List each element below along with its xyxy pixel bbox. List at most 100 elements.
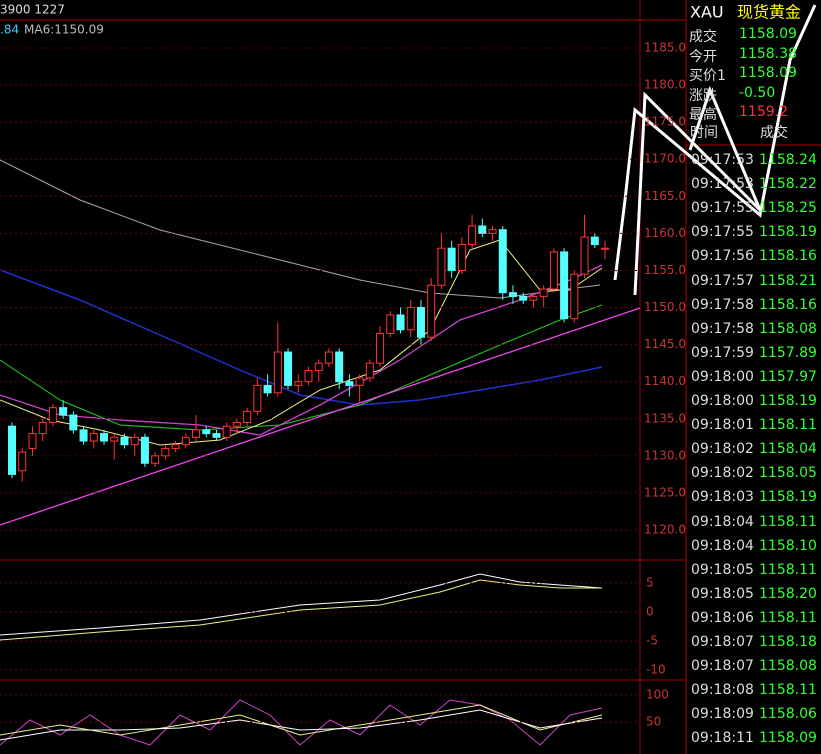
y-tick-label: 5: [646, 576, 654, 590]
cell: 09:18:00: [691, 393, 754, 409]
candle-body: [212, 433, 221, 438]
cell: 1158.11: [759, 682, 817, 699]
col-header: 时间: [690, 125, 718, 141]
y-tick-label: 50: [646, 715, 661, 729]
candle-body: [120, 436, 129, 446]
candle-body: [529, 295, 538, 301]
candle-body: [508, 292, 517, 297]
cell: 1158.22: [759, 176, 817, 193]
candle-body: [580, 236, 589, 275]
cell: 1159.2: [739, 104, 788, 120]
candle-body: [253, 384, 262, 412]
candle-body: [396, 314, 405, 331]
candle-body: [151, 455, 160, 464]
candle-body: [335, 351, 344, 383]
cell: 涨跌: [689, 87, 717, 104]
cell: 1158.10: [759, 537, 817, 554]
candle-body: [365, 362, 374, 379]
y-tick-label: 1145.0: [644, 337, 686, 351]
y-tick-label: 1125.0: [644, 485, 686, 499]
y-tick-label: 1175.0: [644, 115, 686, 129]
candle-body: [38, 421, 47, 435]
candle-body: [406, 307, 415, 331]
trend-line: [0, 307, 641, 526]
tick-row: 09:17:58 1158.08: [687, 319, 821, 342]
cell: 09:17:59: [691, 344, 754, 361]
symbol-name: 现货黄金: [737, 3, 801, 22]
cell: 1158.11: [759, 609, 817, 626]
candle-body: [416, 307, 425, 338]
cell: 1158.11: [759, 513, 817, 530]
cell: 09:18:02: [691, 465, 754, 482]
cell: 09:18:08: [691, 682, 754, 699]
y-tick-label: 1135.0: [644, 411, 686, 425]
tick-row: 09:18:00 1158.19: [687, 391, 821, 414]
cell: 09:18:05: [691, 561, 754, 578]
annotation-arrow: [633, 85, 762, 296]
tick-row: 09:17:57 1158.21: [687, 271, 821, 294]
y-tick-label: -5: [646, 634, 658, 648]
tick-row: 09:18:05 1158.20: [687, 584, 821, 607]
cell: 09:17:58: [691, 320, 754, 337]
cell: 1158.19: [759, 224, 817, 241]
quote-row: 涨跌 -0.50: [687, 83, 821, 106]
cell: 1158.24: [759, 152, 817, 168]
cell: 1158.20: [759, 585, 817, 602]
y-tick-label: 100: [646, 688, 669, 702]
cell: 1158.16: [759, 296, 817, 313]
candle-body: [314, 362, 323, 372]
cell: 09:18:04: [691, 513, 754, 530]
candle-body: [89, 433, 98, 442]
cell: 1158.25: [759, 200, 817, 217]
indicator-line: [0, 579, 602, 641]
quote-row: 成交 1158.09: [687, 24, 821, 47]
cell: 09:18:07: [691, 634, 754, 650]
candle-body: [263, 384, 272, 394]
candle-body: [560, 251, 569, 320]
candle-body: [130, 436, 139, 446]
candle-body: [427, 284, 436, 338]
cell: 09:18:06: [691, 609, 754, 626]
tick-row: 09:18:02 1158.04: [687, 439, 821, 462]
cell: 1158.09: [739, 26, 797, 42]
cell: 1158.11: [759, 417, 817, 434]
y-tick-label: 1150.0: [644, 300, 686, 314]
candle-body: [386, 314, 395, 334]
cell: 1158.11: [759, 561, 817, 578]
y-tick-label: -10: [646, 663, 666, 677]
candle-body: [100, 433, 109, 442]
cell: 09:18:07: [691, 658, 754, 675]
cell: 09:18:09: [691, 706, 754, 723]
cell: 1158.38: [739, 45, 797, 62]
candle-body: [498, 229, 507, 294]
indicator-line: [0, 704, 603, 736]
candle-body: [590, 236, 599, 246]
tick-row: 09:18:08 1158.11: [687, 680, 821, 703]
cell: 09:17:55: [691, 224, 754, 241]
y-tick-label: 1155.0: [644, 263, 686, 277]
candle-body: [161, 447, 170, 457]
y-tick-label: 1160.0: [644, 226, 686, 240]
quote-row: 买价1 1158.09: [687, 63, 821, 86]
y-tick-label: 1130.0: [644, 448, 686, 462]
tick-row: 09:18:00 1157.97: [687, 367, 821, 390]
candle-body: [549, 251, 558, 290]
cell: 1158.05: [759, 465, 817, 482]
col-header: 成交: [760, 124, 788, 141]
tick-row: 09:17:55 1158.25: [687, 198, 821, 221]
candle-body: [437, 247, 446, 286]
cell: 09:17:58: [691, 296, 754, 313]
candle-body: [18, 451, 27, 472]
cell: 09:17:55: [691, 200, 754, 217]
cell: 成交: [689, 29, 717, 45]
candle-body: [519, 295, 528, 301]
cell: 1158.08: [759, 658, 817, 675]
cell: 09:18:00: [691, 368, 754, 385]
tick-row: 09:18:02 1158.05: [687, 463, 821, 486]
ma-label: MA6:1150.09: [24, 23, 104, 37]
cell: 1158.06: [759, 706, 817, 723]
y-tick-label: 1120.0: [644, 523, 686, 537]
candle-body: [294, 381, 303, 386]
tick-row: 09:18:07 1158.08: [687, 656, 821, 679]
tick-row: 09:18:09 1158.06: [687, 704, 821, 727]
